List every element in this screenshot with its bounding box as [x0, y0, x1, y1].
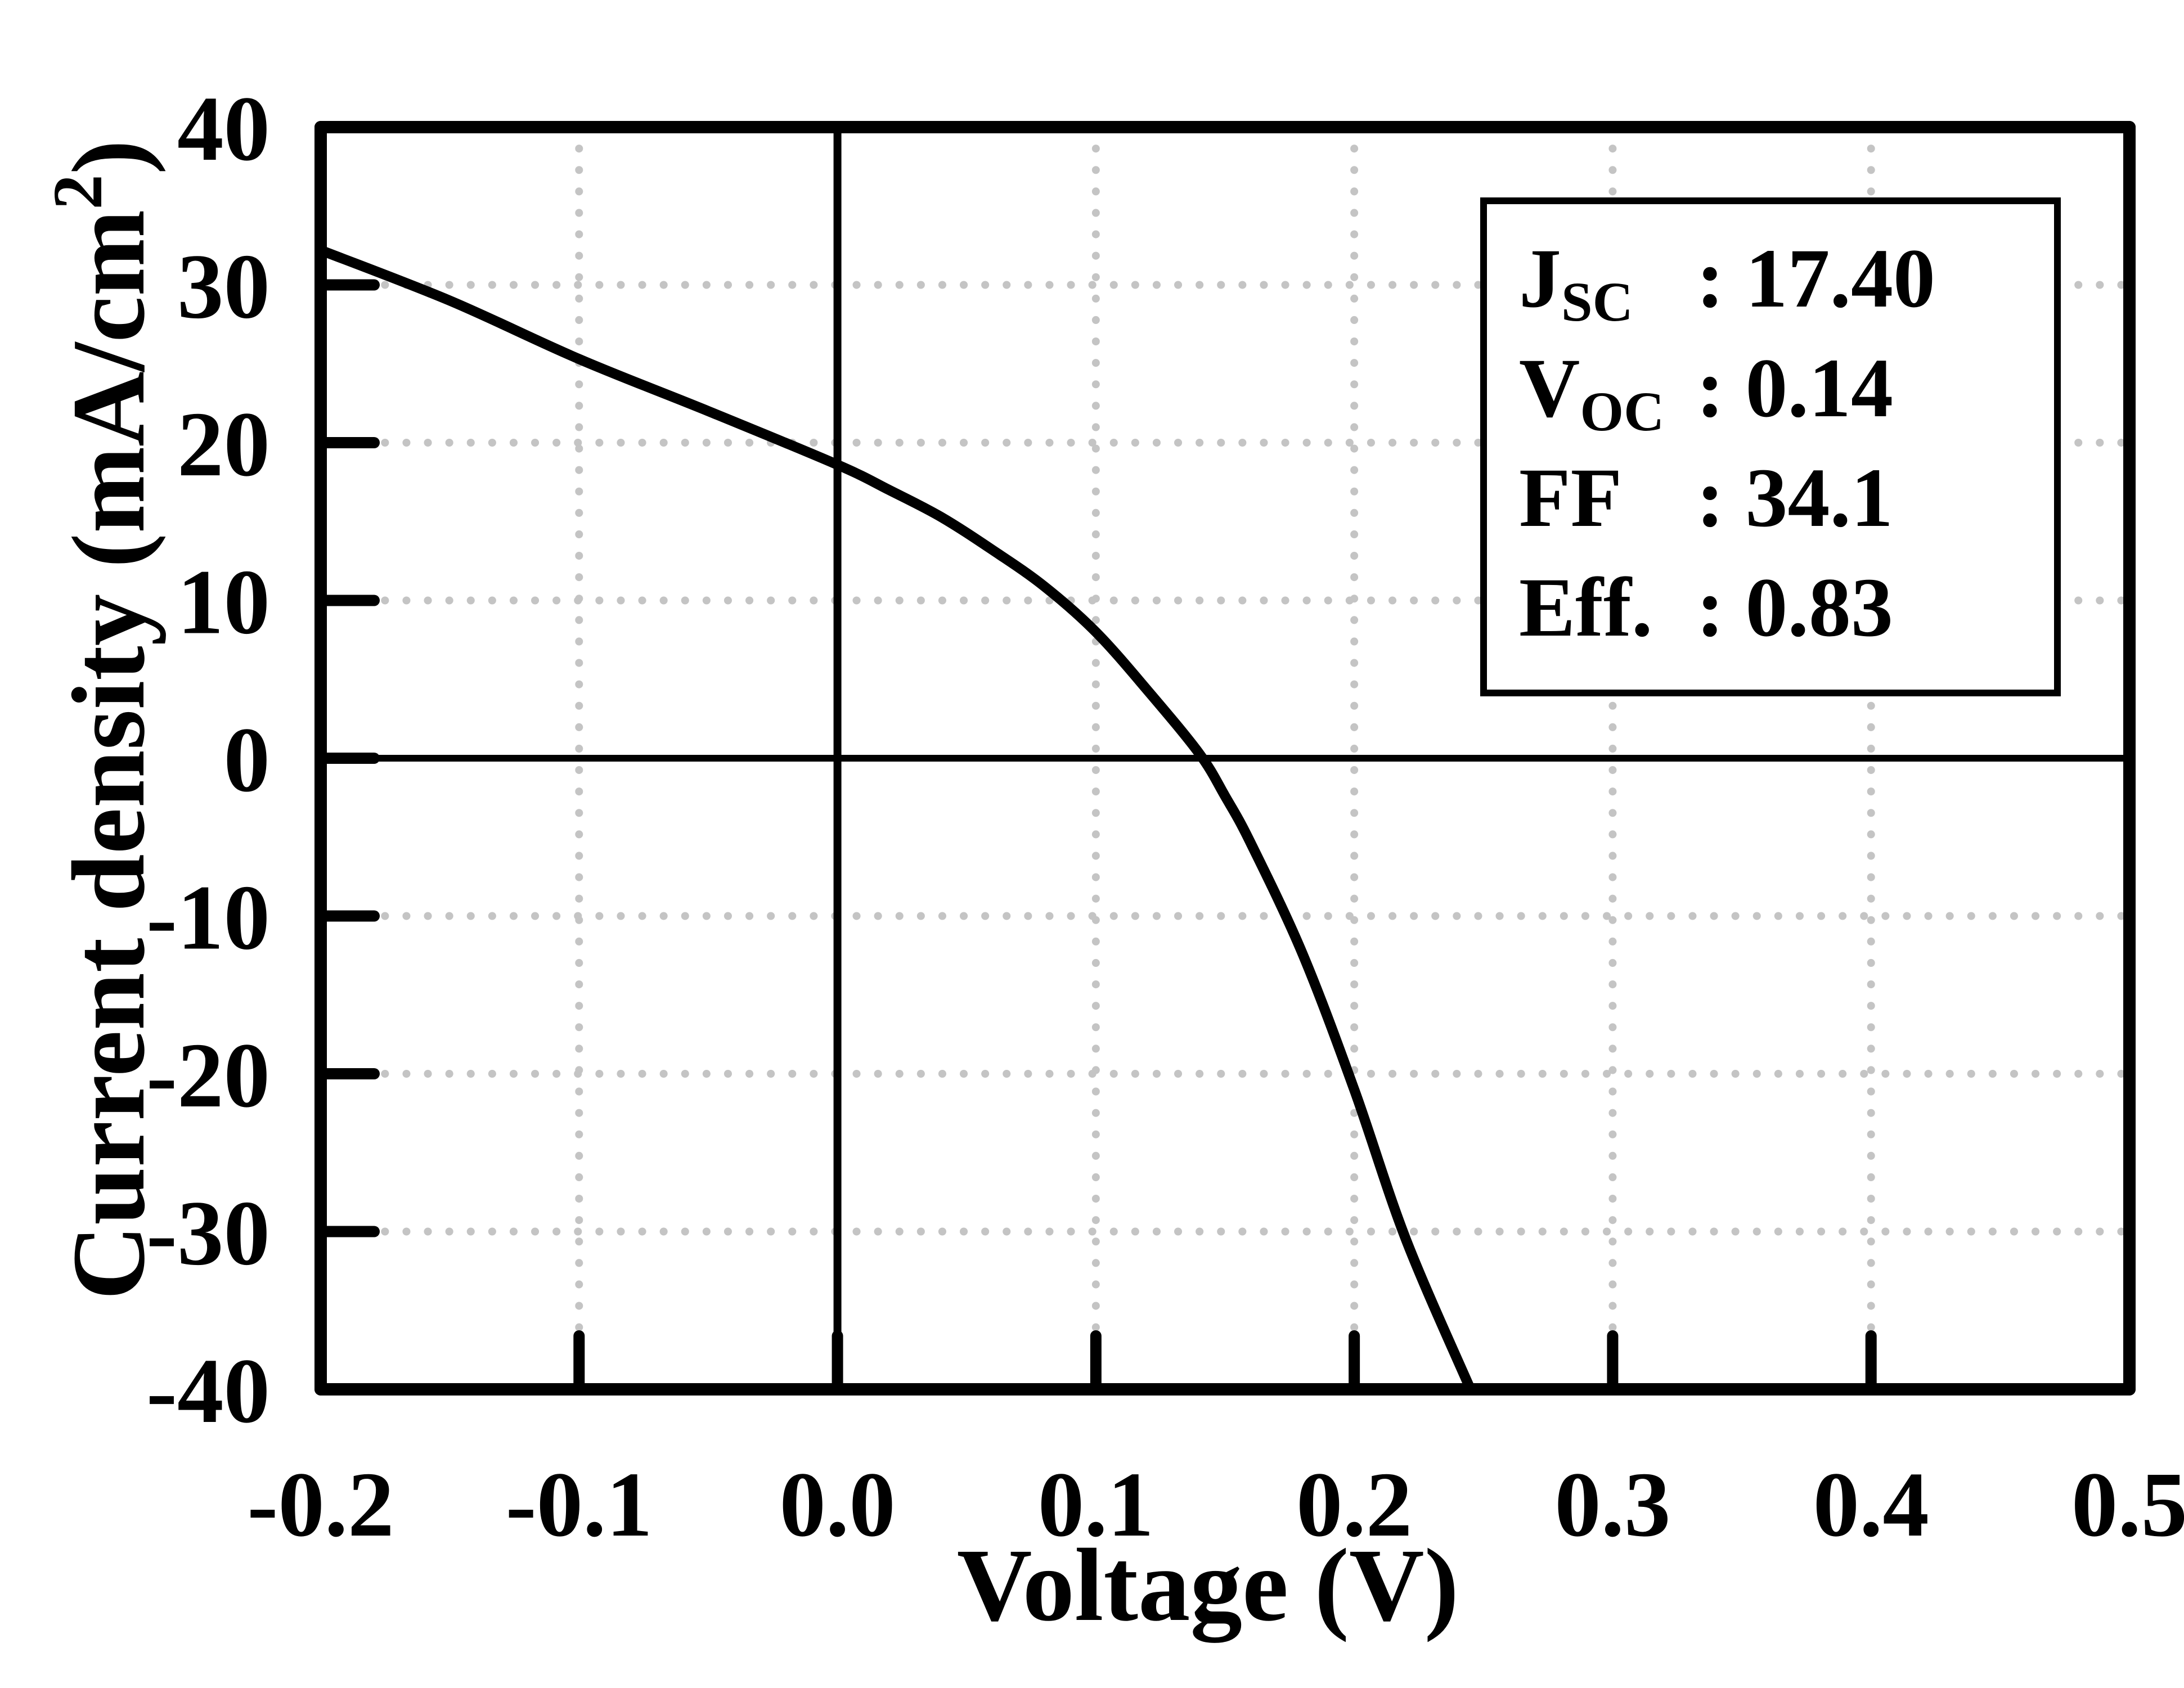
y-tick-label: -30	[146, 1182, 270, 1285]
y-axis-label-main: Current density (mA/cm	[51, 210, 167, 1300]
y-tick-label: 20	[177, 393, 270, 496]
parameter-box-border	[1480, 197, 2061, 696]
y-axis-label-sup: 2	[39, 174, 117, 210]
param-eff-value: : 0.83	[1696, 561, 1893, 654]
y-axis-label: Current density (mA/cm2)	[39, 140, 167, 1300]
series-line-0	[318, 245, 1476, 1392]
x-tick-label: 0.1	[1038, 1453, 1154, 1556]
y-tick-label: 40	[177, 77, 270, 180]
x-tick-label: -0.1	[506, 1453, 653, 1556]
x-tick-label: 0.2	[1296, 1453, 1412, 1556]
y-ticks: 40 30 20 10 0 -10 -20 -30 -40	[146, 77, 380, 1442]
parameter-box: JSC : 17.40 VOC : 0.14 FF : 34.1 Eff. : …	[1480, 197, 2061, 696]
zero-lines	[321, 127, 2129, 1389]
y-tick-label: -40	[146, 1339, 270, 1442]
param-ff: FF	[1519, 451, 1622, 544]
param-jsc-value: : 17.40	[1696, 232, 1935, 325]
x-tick-label: 0.0	[779, 1453, 895, 1556]
y-tick-label: -10	[146, 866, 270, 969]
x-axis-label: Voltage (V)	[957, 1528, 1459, 1643]
x-tick-label: 0.5	[2071, 1453, 2184, 1556]
x-tick-label: 0.3	[1554, 1453, 1670, 1556]
plot-frame	[314, 121, 2136, 1396]
param-voc: VOC	[1519, 341, 1664, 443]
y-tick-label: 30	[177, 235, 270, 338]
x-tick-label: -0.2	[247, 1453, 394, 1556]
series-layer	[318, 245, 1476, 1392]
y-tick-label: 0	[224, 708, 271, 811]
x-tick-label: 0.4	[1813, 1453, 1929, 1556]
y-tick-label: 10	[177, 551, 270, 654]
y-tick-label: -20	[146, 1024, 270, 1127]
param-voc-value: : 0.14	[1696, 341, 1893, 435]
param-eff: Eff.	[1519, 561, 1652, 654]
x-ticks: -0.2 -0.1 0.0 0.1 0.2 0.3 0.4 0.5	[247, 1330, 2184, 1556]
y-axis-label-close: )	[51, 140, 167, 175]
param-jsc: JSC	[1519, 232, 1633, 333]
param-ff-value: : 34.1	[1696, 451, 1893, 544]
